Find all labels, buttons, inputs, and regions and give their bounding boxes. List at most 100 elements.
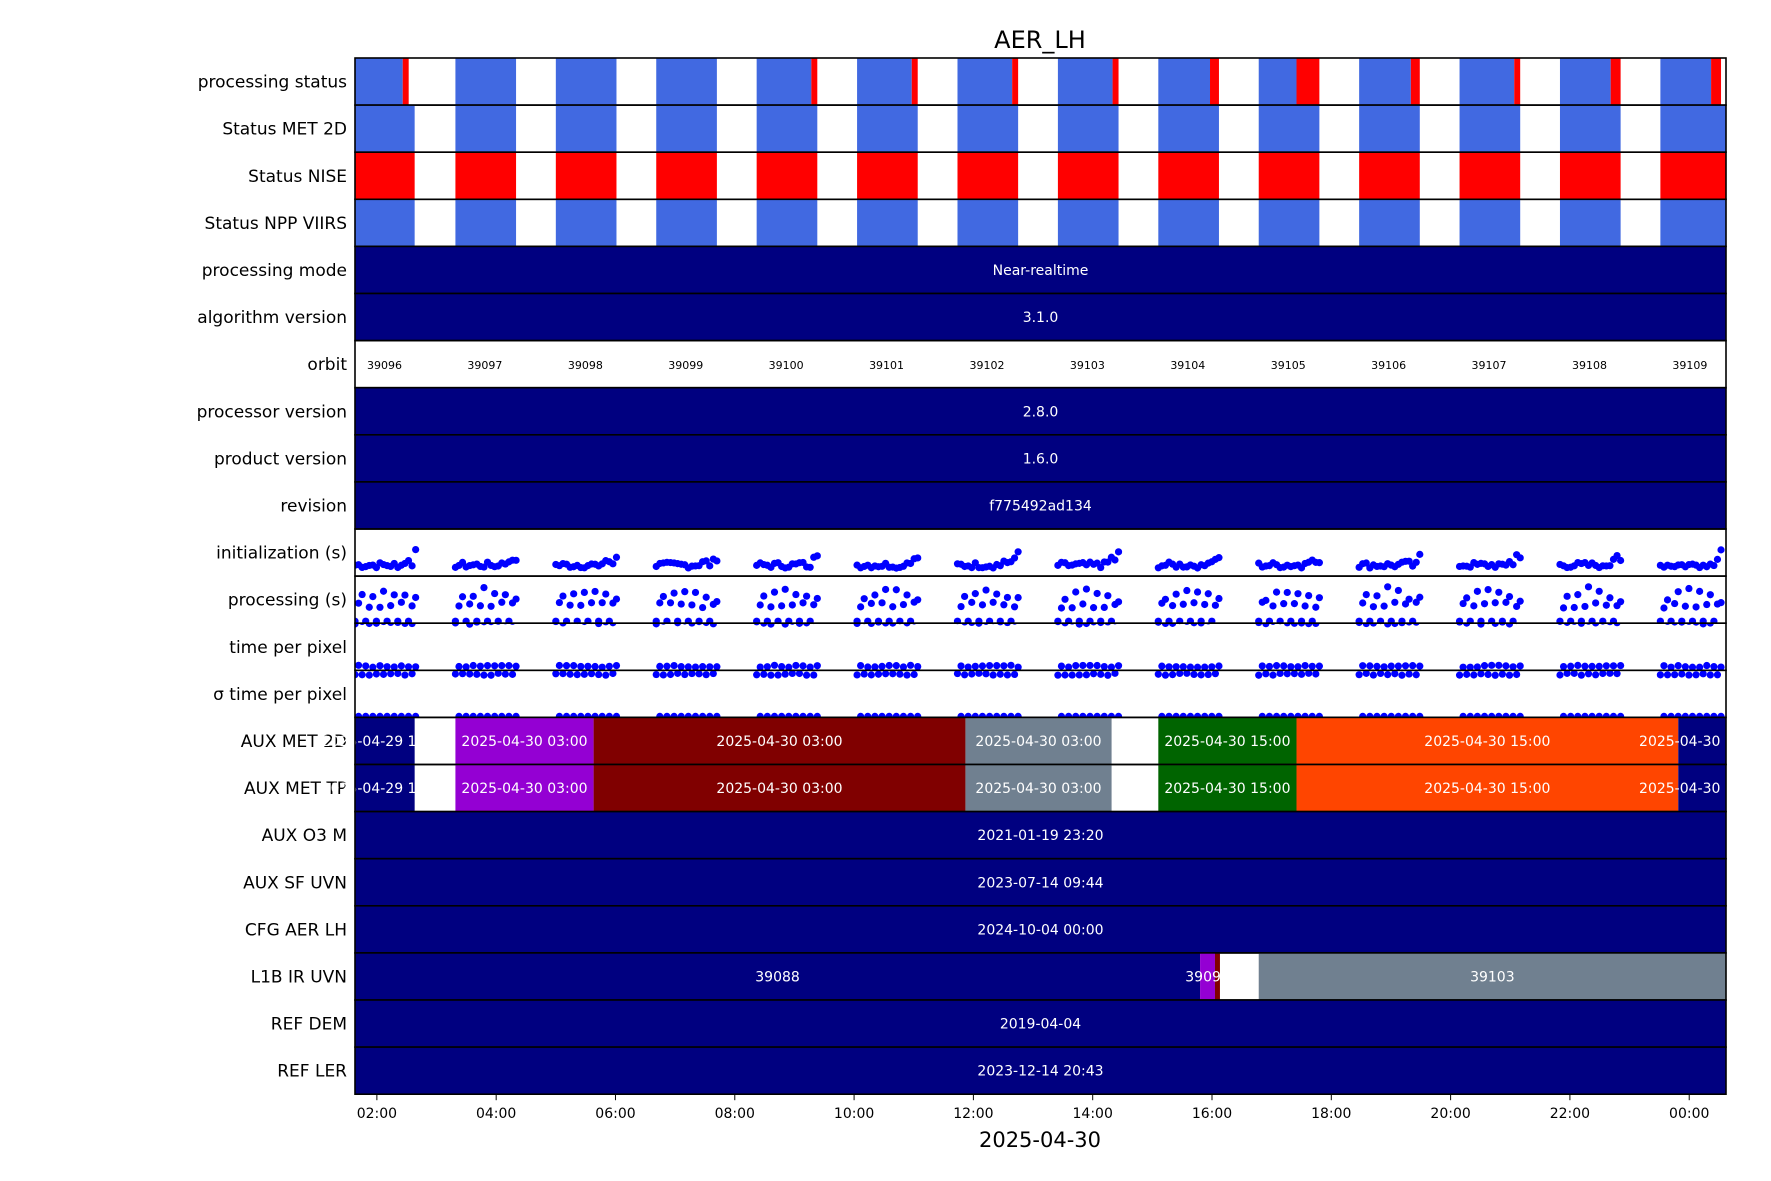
point-processing-s-216 <box>1556 617 1564 624</box>
point-processing-s-100 <box>889 603 897 611</box>
point-processing-s-10 <box>387 602 395 610</box>
segment-processing-status-19 <box>1459 58 1515 106</box>
point-processing-s-192 <box>1398 617 1406 624</box>
point-sigma-time-per-pixel-108 <box>953 670 962 678</box>
point-sigma-time-per-pixel-131 <box>1072 712 1080 718</box>
point-time-per-pixel-11 <box>390 663 398 671</box>
point-sigma-time-per-pixel-120 <box>996 670 1004 678</box>
point-sigma-time-per-pixel-33 <box>505 712 513 718</box>
point-sigma-time-per-pixel-214 <box>1513 670 1521 679</box>
point-processing-s-120 <box>996 617 1004 624</box>
point-time-per-pixel-219 <box>1567 662 1575 670</box>
row-status-met-2d: Status MET 2D <box>222 104 1727 153</box>
point-initialization-s-249 <box>1710 561 1718 570</box>
point-sigma-time-per-pixel-40 <box>566 670 574 678</box>
segment-processing-status-22 <box>1610 58 1621 106</box>
point-processing-s-149 <box>1172 590 1180 598</box>
point-processing-s-181 <box>1359 599 1367 607</box>
point-time-per-pixel-177 <box>1308 662 1316 670</box>
point-time-per-pixel-190 <box>1391 623 1399 628</box>
row-border-sigma-time-per-pixel <box>354 669 1727 719</box>
point-sigma-time-per-pixel-104 <box>903 671 911 679</box>
point-processing-s-48 <box>595 617 603 624</box>
point-processing-s-88 <box>810 601 818 609</box>
point-processing-s-12 <box>394 617 402 624</box>
point-processing-s-82 <box>788 601 796 609</box>
point-sigma-time-per-pixel-152 <box>1183 670 1191 677</box>
point-time-per-pixel-205 <box>1480 662 1489 670</box>
point-processing-s-179 <box>1315 594 1323 602</box>
point-initialization-s-233 <box>1617 556 1625 565</box>
point-sigma-time-per-pixel-149 <box>1172 712 1180 718</box>
point-time-per-pixel-59 <box>670 661 678 670</box>
point-sigma-time-per-pixel-219 <box>1567 712 1575 718</box>
point-time-per-pixel-79 <box>778 662 786 671</box>
point-sigma-time-per-pixel-162 <box>1255 671 1263 679</box>
point-sigma-time-per-pixel-105 <box>906 712 915 718</box>
point-time-per-pixel-61 <box>677 663 685 671</box>
point-processing-s-76 <box>767 603 775 611</box>
point-processing-s-62 <box>681 588 689 596</box>
point-processing-s-41 <box>570 590 578 598</box>
segment-status-nise-11 <box>1459 152 1521 200</box>
point-processing-s-47 <box>591 587 599 596</box>
segment-status-met-2d-6 <box>957 105 1019 153</box>
segment-status-nise-13 <box>1660 152 1726 200</box>
point-sigma-time-per-pixel-4 <box>365 671 373 679</box>
row-label-aux-o3-m: AUX O3 M <box>262 826 347 846</box>
point-processing-s-109 <box>957 602 965 611</box>
point-processing-s-31 <box>498 598 506 606</box>
point-processing-s-168 <box>1276 617 1284 624</box>
row-status-nise: Status NISE <box>248 151 1727 201</box>
point-sigma-time-per-pixel-209 <box>1495 712 1503 718</box>
point-processing-s-17 <box>412 593 420 602</box>
point-sigma-time-per-pixel-13 <box>397 712 405 718</box>
point-processing-s-96 <box>874 617 883 624</box>
segment-status-met-2d-12 <box>1559 105 1621 153</box>
point-processing-s-172 <box>1290 600 1299 608</box>
point-sigma-time-per-pixel-44 <box>580 670 588 678</box>
point-sigma-time-per-pixel-179 <box>1315 712 1323 718</box>
segment-processing-status-1 <box>402 58 409 106</box>
point-time-per-pixel-121 <box>1000 662 1008 670</box>
point-sigma-time-per-pixel-121 <box>1000 712 1008 718</box>
segment-processing-status-0 <box>355 58 403 106</box>
point-processing-s-138 <box>1097 617 1105 624</box>
point-sigma-time-per-pixel-248 <box>1706 671 1714 679</box>
point-processing-s-127 <box>1057 604 1066 612</box>
point-processing-s-29 <box>491 589 499 598</box>
point-processing-s-242 <box>1685 584 1693 593</box>
segment-label-aux-met-2d-0: 2025-04-29 15:00 <box>322 734 448 750</box>
point-time-per-pixel-139 <box>1100 662 1108 671</box>
point-processing-s-103 <box>899 600 908 609</box>
point-processing-s-141 <box>1107 617 1116 624</box>
row-ref-ler: REF LER 2023-12-14 20:43 <box>277 1046 1727 1095</box>
point-processing-s-223 <box>1581 602 1589 611</box>
point-time-per-pixel-63 <box>684 663 692 671</box>
point-time-per-pixel-98 <box>882 623 890 627</box>
row-label-aux-met-tp: AUX MET TP <box>244 779 347 799</box>
point-time-per-pixel-247 <box>1703 661 1711 670</box>
point-sigma-time-per-pixel-155 <box>1193 712 1202 718</box>
row-processor-version: processor version 2.8.0 <box>197 386 1727 436</box>
point-sigma-time-per-pixel-3 <box>362 712 370 718</box>
point-time-per-pixel-31 <box>498 662 506 670</box>
point-sigma-time-per-pixel-12 <box>394 670 402 678</box>
point-time-per-pixel-227 <box>1595 662 1603 670</box>
point-time-per-pixel-47 <box>591 662 599 671</box>
point-processing-s-208 <box>1491 599 1499 607</box>
point-time-per-pixel-221 <box>1574 661 1582 669</box>
segment-processing-status-14 <box>1210 58 1219 106</box>
point-sigma-time-per-pixel-150 <box>1176 670 1184 678</box>
point-sigma-time-per-pixel-226 <box>1592 671 1600 679</box>
point-processing-s-36 <box>552 617 560 624</box>
segment-label-aux-met-tp-3: 2025-04-30 03:00 <box>975 781 1101 797</box>
point-time-per-pixel-95 <box>871 663 879 671</box>
point-time-per-pixel-22 <box>466 623 474 628</box>
point-time-per-pixel-107 <box>914 662 922 671</box>
point-processing-s-98 <box>882 585 890 594</box>
segment-label-processor-version-0: 2.8.0 <box>1023 404 1059 420</box>
segment-processing-status-20 <box>1514 58 1521 106</box>
row-label-product-version: product version <box>214 449 347 469</box>
point-processing-s-4 <box>365 603 373 611</box>
